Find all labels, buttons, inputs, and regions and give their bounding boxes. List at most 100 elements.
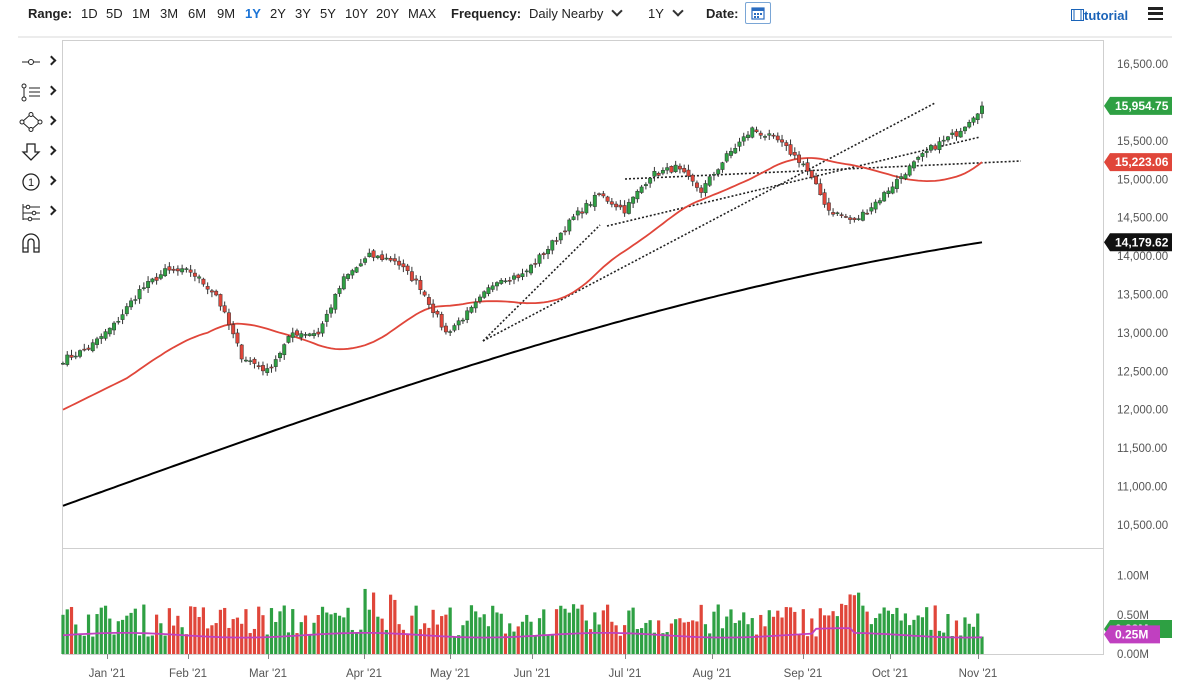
range-button-2y[interactable]: 2Y <box>270 6 286 21</box>
period-select[interactable]: 1Y <box>648 5 684 21</box>
tutorial-link[interactable]: tutorial <box>1071 8 1128 23</box>
candle <box>482 291 487 298</box>
volume-bar <box>282 605 286 654</box>
volume-bar <box>499 613 503 654</box>
magnet-tool[interactable] <box>18 232 58 254</box>
calendar-button[interactable] <box>745 2 771 24</box>
candle <box>78 350 82 357</box>
candle <box>767 133 772 136</box>
volume-bar <box>257 606 261 654</box>
volume-bar <box>265 634 269 654</box>
candle <box>588 204 593 206</box>
volume-bar <box>474 611 478 654</box>
range-button-1y[interactable]: 1Y <box>245 6 261 21</box>
candle <box>180 268 185 273</box>
volume-bar <box>610 621 614 654</box>
trendline-tool[interactable] <box>18 82 58 104</box>
candle <box>980 105 984 114</box>
annotation-tool[interactable]: 1 <box>18 172 58 194</box>
candle <box>703 183 708 194</box>
candle <box>312 333 316 336</box>
volume-bar <box>827 615 831 654</box>
candle <box>167 266 172 271</box>
candle <box>524 270 529 273</box>
candle <box>265 368 270 373</box>
range-button-1m[interactable]: 1M <box>132 6 151 21</box>
volume-bar <box>937 630 942 654</box>
volume-bar <box>614 625 618 654</box>
candle <box>694 182 699 188</box>
shape-tool[interactable] <box>18 112 58 134</box>
range-button-max[interactable]: MAX <box>408 6 437 21</box>
price-tick-label: 11,000.00 <box>1117 482 1167 494</box>
volume-bar <box>320 606 325 654</box>
volume-bar <box>635 629 639 654</box>
candle <box>673 164 678 172</box>
candle <box>392 258 397 262</box>
arrow-tool[interactable] <box>18 142 58 164</box>
volume-bar <box>788 607 793 654</box>
candle <box>963 126 967 132</box>
volume-bar <box>393 599 397 654</box>
candle <box>137 289 142 300</box>
candle <box>601 193 606 197</box>
candle <box>354 267 359 273</box>
volume-bar <box>248 633 252 654</box>
volume-bar <box>916 615 920 654</box>
volume-bar <box>618 635 622 654</box>
range-button-3m[interactable]: 3M <box>160 6 179 21</box>
range-button-3y[interactable]: 3Y <box>295 6 311 21</box>
volume-bar <box>406 633 410 654</box>
range-button-20y[interactable]: 20Y <box>376 6 400 21</box>
volume-bar <box>903 613 908 654</box>
range-button-1d[interactable]: 1D <box>81 6 98 21</box>
candle <box>367 252 372 257</box>
volume-bar <box>444 614 448 654</box>
candle <box>222 305 227 313</box>
range-button-10y[interactable]: 10Y <box>345 6 369 21</box>
crosshair-tool[interactable] <box>18 52 58 74</box>
calendar-icon <box>751 7 765 20</box>
volume-bar <box>359 629 363 654</box>
candle <box>546 249 550 255</box>
candle <box>558 232 563 241</box>
candle <box>269 366 274 369</box>
volume-bar <box>882 607 886 654</box>
volume-bar <box>516 626 520 654</box>
price-tick-label: 15,000.00 <box>1117 174 1168 186</box>
volume-bar <box>631 607 635 654</box>
frequency-select[interactable]: Daily Nearby <box>529 5 624 21</box>
ma50-path <box>62 157 983 411</box>
range-button-5y[interactable]: 5Y <box>320 6 336 21</box>
candle <box>209 290 214 293</box>
volume-bar <box>912 619 916 654</box>
trendline <box>482 224 601 342</box>
volume-bar <box>172 625 176 654</box>
range-button-9m[interactable]: 9M <box>217 6 236 21</box>
indicator-tool[interactable] <box>18 202 58 224</box>
candle <box>226 312 231 326</box>
range-button-5d[interactable]: 5D <box>106 6 123 21</box>
volume-bar <box>844 605 848 654</box>
range-button-6m[interactable]: 6M <box>188 6 207 21</box>
ma200-line <box>62 241 983 507</box>
volume-bar <box>278 611 282 654</box>
candle <box>720 162 725 170</box>
candle <box>699 187 704 193</box>
candle <box>797 154 802 163</box>
menu-icon[interactable] <box>1148 7 1163 21</box>
candle <box>239 344 244 360</box>
candle <box>124 306 129 315</box>
candle <box>920 153 925 157</box>
volume-bar <box>661 633 665 654</box>
last-price-badge-bg <box>1104 96 1172 115</box>
candle <box>580 211 585 214</box>
candle <box>724 153 729 162</box>
volume-bar <box>214 623 218 654</box>
volume-bar <box>801 609 805 654</box>
volume-bar <box>346 607 350 654</box>
volume-bar <box>725 616 729 654</box>
candle <box>937 141 942 150</box>
candle <box>495 282 499 287</box>
